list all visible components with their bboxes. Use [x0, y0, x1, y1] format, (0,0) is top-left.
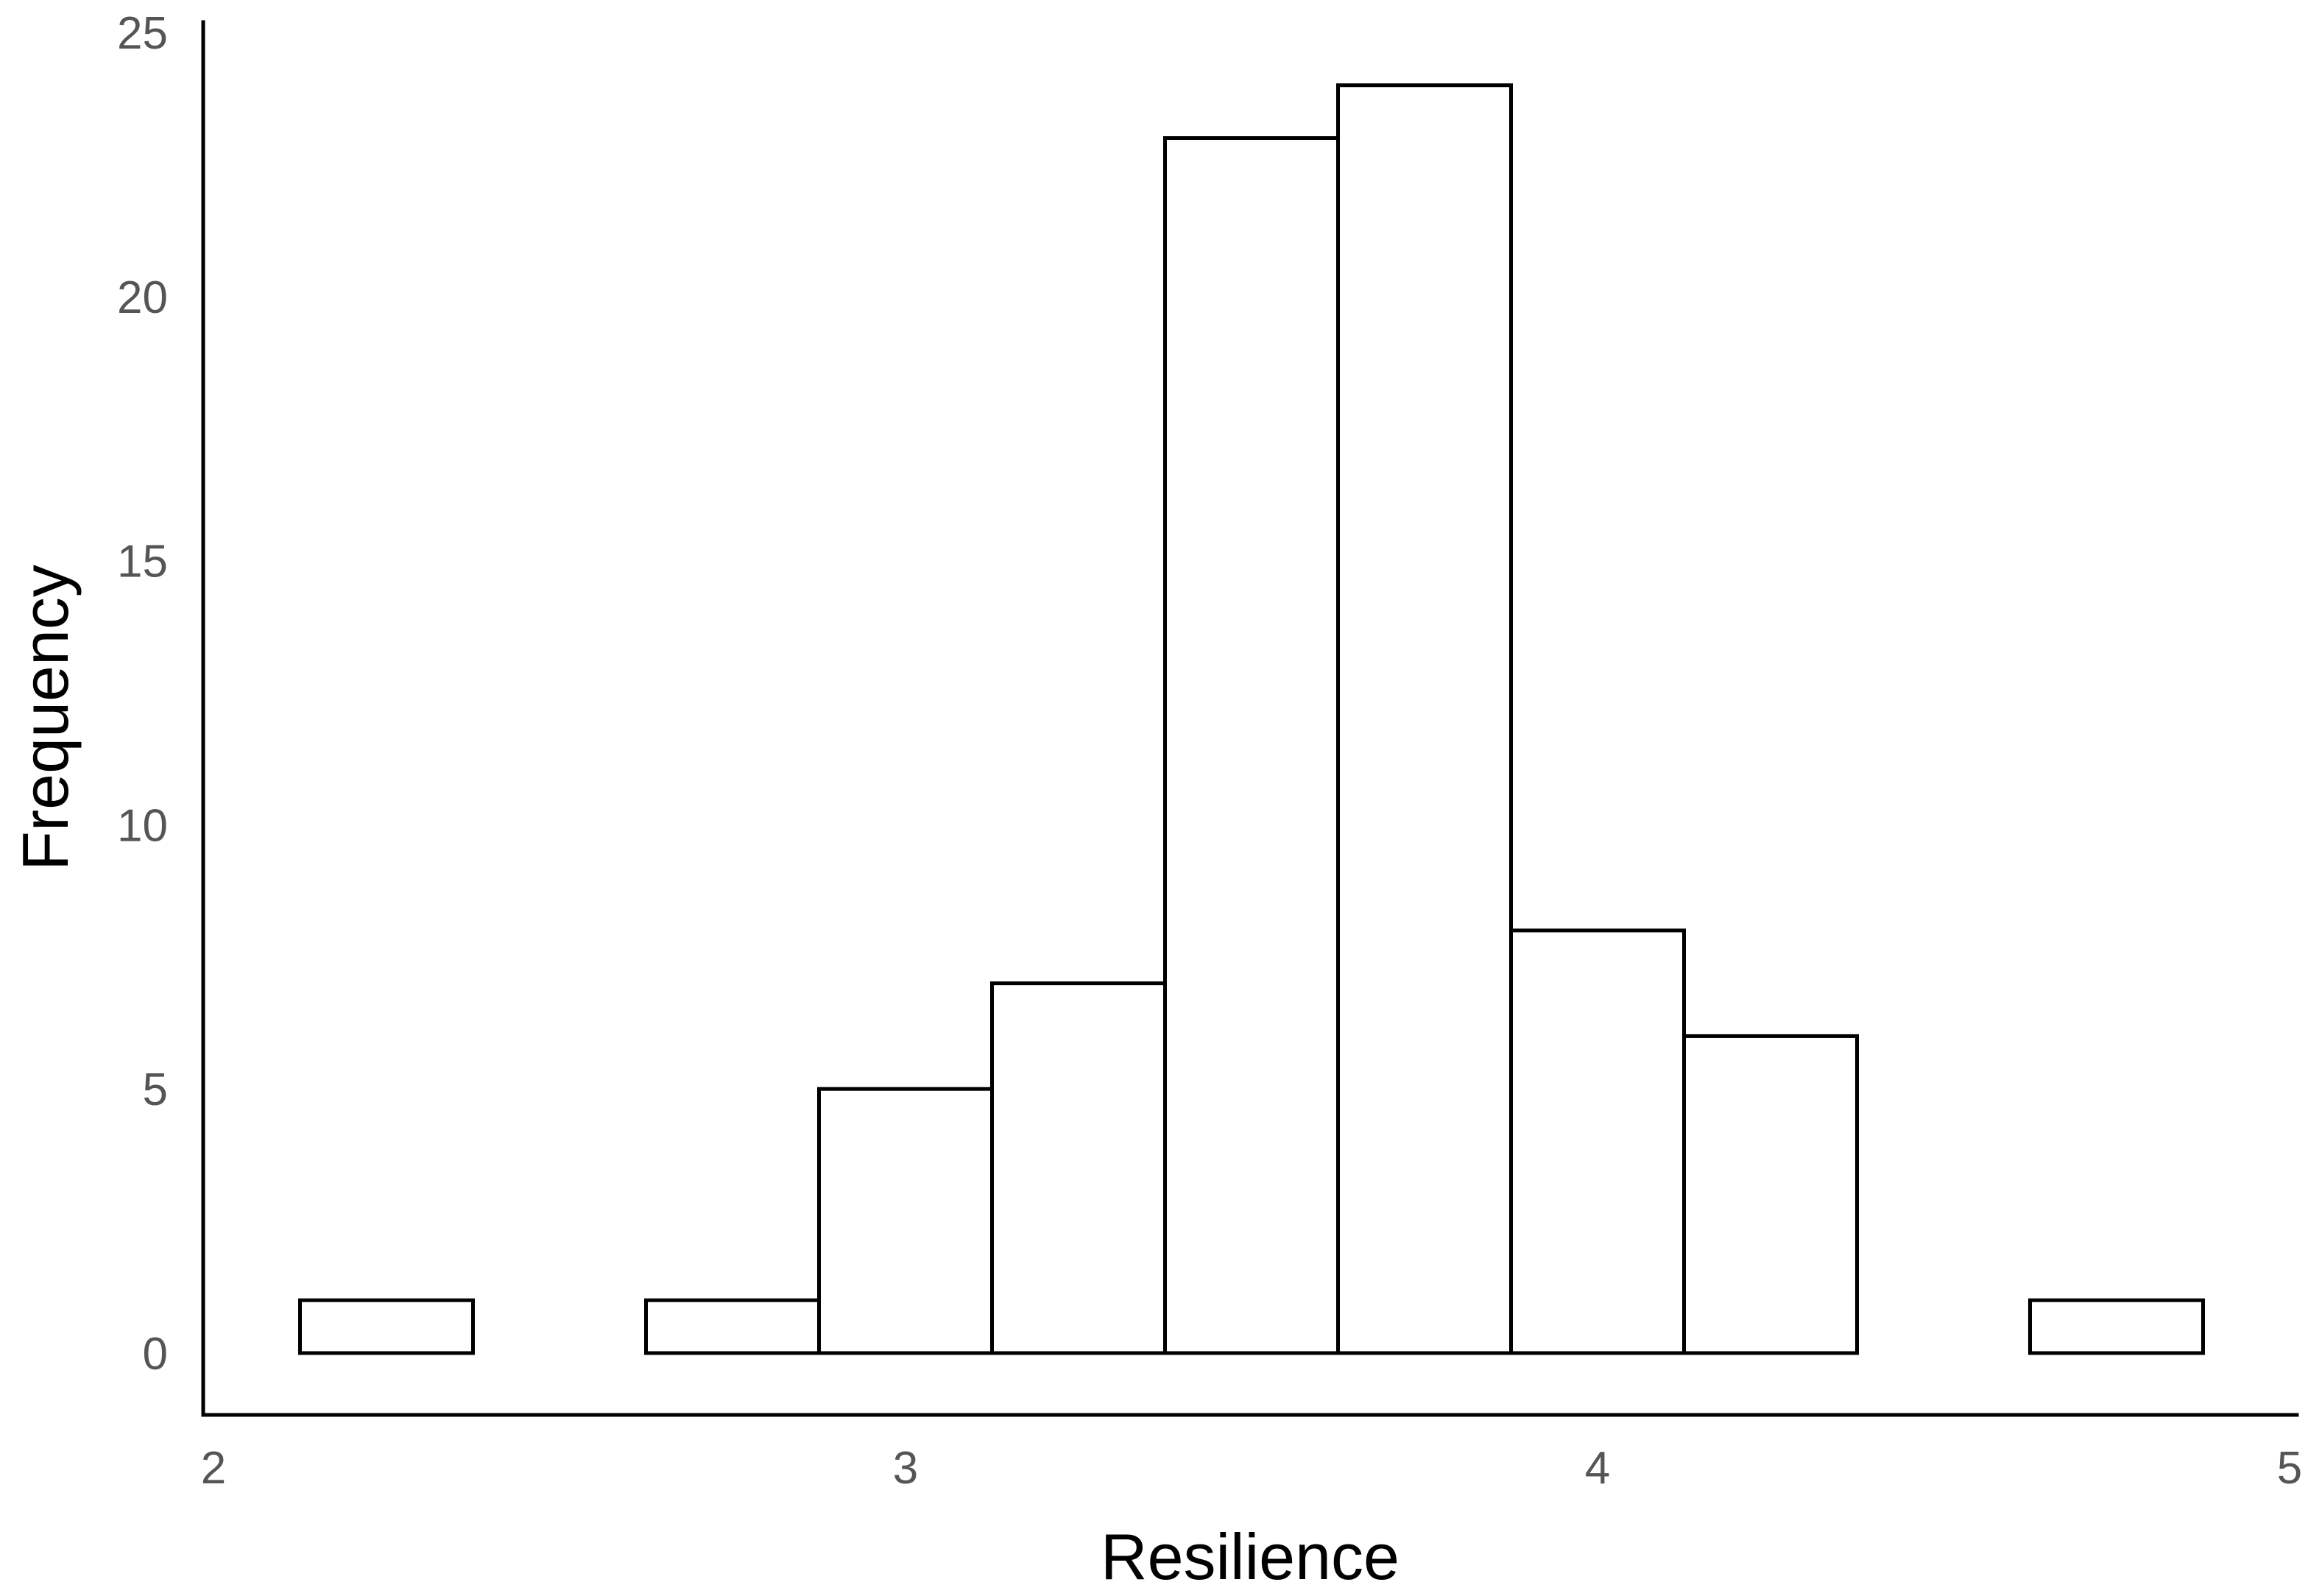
y-tick-label-4: 20 — [117, 272, 168, 323]
y-tick-label-3: 15 — [117, 537, 168, 587]
y-tick-label-0: 0 — [143, 1329, 168, 1380]
x-tick-label-2: 4 — [1585, 1443, 1610, 1494]
histogram-bar-5 — [1163, 136, 1340, 1355]
histogram-bar-4 — [990, 981, 1167, 1355]
y-tick-label-1: 5 — [143, 1064, 168, 1115]
histogram-bar-6 — [1336, 83, 1513, 1355]
histogram-bar-3 — [817, 1087, 994, 1355]
y-tick-label-2: 10 — [117, 800, 168, 851]
y-tick-labels: 0 5 10 15 20 25 — [117, 8, 168, 1380]
x-tick-labels: 2 3 4 5 — [201, 1443, 2302, 1494]
y-axis-title: Frequency — [9, 565, 82, 871]
histogram-bars — [298, 83, 2205, 1355]
histogram-bar-8 — [1682, 1034, 1859, 1355]
histogram-bar-2 — [644, 1298, 821, 1355]
x-tick-label-3: 5 — [2277, 1443, 2302, 1494]
x-tick-label-0: 2 — [201, 1443, 226, 1494]
histogram-bar-10 — [2028, 1298, 2205, 1355]
x-tick-label-1: 3 — [893, 1443, 918, 1494]
histogram-bar-0 — [298, 1298, 475, 1355]
x-axis-title: Resilience — [1101, 1520, 1399, 1593]
y-tick-label-5: 25 — [117, 8, 168, 59]
histogram-bar-7 — [1509, 928, 1686, 1355]
